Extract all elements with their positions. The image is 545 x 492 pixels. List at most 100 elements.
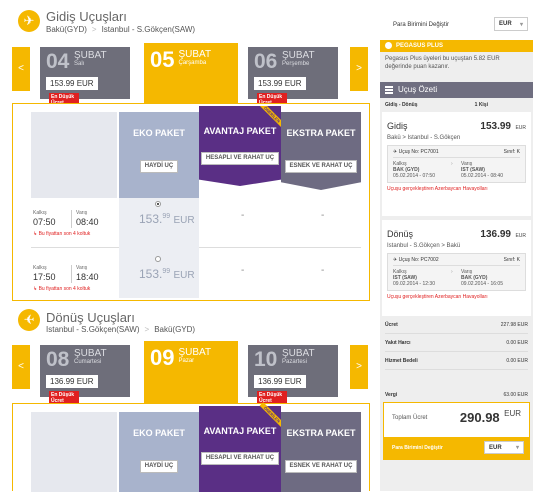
- departure-time: 07:50: [33, 217, 56, 227]
- prev-date-button[interactable]: <: [12, 345, 30, 389]
- route-from: Istanbul - S.Gökçen(SAW): [46, 325, 140, 334]
- plane-departure-icon: ✈: [18, 10, 40, 32]
- outbound-title: Gidiş Uçuşları: [46, 9, 127, 24]
- chevron-down-icon: ▾: [519, 21, 523, 28]
- date-day: 05: [150, 47, 175, 72]
- date-price: 136.99 EUR: [254, 375, 306, 388]
- chevron-down-icon: ▾: [515, 445, 519, 451]
- arrow-right-icon: ›: [451, 269, 453, 275]
- ekstra-package-header: EKSTRA PAKET ESNEK VE RAHAT UÇ: [281, 112, 361, 190]
- date-weekday: Çarşamba: [178, 60, 207, 66]
- leg-price: 153.99: [480, 121, 511, 132]
- summary-route-row: Gidiş - Dönüş 1 Kişi: [380, 98, 533, 112]
- date-card-next[interactable]: 10 ŞUBAT Pazartesi 136.99 EUR En Düşük Ücre…: [248, 345, 338, 405]
- flight-row[interactable]: Kalkış 07:50 Varış 08:40 ↳ Bu fiyattan s…: [31, 198, 361, 248]
- flight-number: Uçuş No: PC7001: [398, 149, 439, 155]
- currency-value: EUR: [499, 21, 512, 27]
- route-from: Bakü(GYD): [46, 25, 87, 34]
- price-line-value: 63.00 EUR: [503, 392, 528, 398]
- price-int: 153.: [139, 212, 163, 226]
- fare-header-blank: [31, 412, 117, 492]
- package-name: EKSTRA PAKET: [286, 428, 356, 438]
- eko-price: 153.99 EUR: [139, 212, 195, 226]
- departure-time: 05.02.2014 - 07:50: [393, 173, 435, 179]
- avantaj-package-header: AVANTAJ PAKET HESAPLI VE RAHAT UÇ ÖNERİL…: [199, 402, 285, 492]
- arrival-code: BAK (GYD): [461, 275, 488, 281]
- leg-label: Gidiş: [387, 121, 408, 131]
- eko-package-header: EKO PAKET HAYDİ UÇ: [119, 412, 199, 492]
- route-arrow-icon: >: [144, 325, 150, 334]
- leg-currency: EUR: [515, 125, 526, 131]
- date-card-selected[interactable]: 05 ŞUBAT Çarşamba: [144, 43, 238, 105]
- avantaj-package-header: AVANTAJ PAKET HESAPLI VE RAHAT UÇ ÖNERİL…: [199, 106, 281, 186]
- price-dec: 99: [162, 213, 171, 220]
- price-dec: 99: [162, 268, 171, 275]
- leg-route: Istanbul - S.Gökçen > Bakü: [387, 243, 461, 249]
- route-to: Istanbul - S.Gökçen(SAW): [101, 25, 196, 34]
- recommended-ribbon: ÖNERİLEN: [259, 106, 281, 127]
- ekstra-price: -: [321, 210, 325, 221]
- outbound-route: Bakü(GYD) > Istanbul - S.Gökçen(SAW): [46, 25, 195, 34]
- ekstra-price: -: [321, 265, 325, 276]
- leg-route: Bakü > Istanbul - S.Gökçen: [387, 135, 461, 141]
- lowest-fare-badge: En Düşük Ücret: [49, 390, 79, 405]
- fare-class: Sınıf: K: [503, 257, 520, 263]
- price-cur: EUR: [173, 270, 195, 281]
- date-month: ŞUBAT: [178, 347, 212, 358]
- leg-price: 136.99: [480, 229, 511, 240]
- price-line-label: Ücret: [385, 322, 398, 328]
- next-date-button[interactable]: >: [350, 345, 368, 389]
- departure-label: Kalkış: [393, 161, 407, 167]
- seat-warning-text: Bu fiyattan son 4 koltuk: [38, 286, 91, 292]
- date-day: 09: [150, 345, 175, 370]
- seat-warning: ↳ Bu fiyattan son 4 koltuk: [33, 231, 90, 237]
- price-line-value: 0.00 EUR: [506, 358, 528, 364]
- date-card-selected[interactable]: 09 ŞUBAT Pazar: [144, 341, 238, 403]
- outbound-fares-panel: EKO PAKET HAYDİ UÇ AVANTAJ PAKET HESAPLI…: [12, 103, 370, 301]
- flight-number: Uçuş No: PC7002: [398, 257, 439, 263]
- package-name: EKO PAKET: [133, 128, 185, 138]
- fare-radio[interactable]: [155, 256, 161, 262]
- fare-radio-selected[interactable]: [155, 201, 161, 207]
- currency-value: EUR: [489, 444, 502, 451]
- divider: [71, 210, 72, 228]
- departure-time: 17:50: [33, 272, 56, 282]
- package-tag: ESNEK VE RAHAT UÇ: [284, 160, 358, 173]
- departure-time: 09.02.2014 - 12:30: [393, 281, 435, 287]
- route-to: Bakü(GYD): [154, 325, 196, 334]
- flight-row[interactable]: Kalkış 17:50 Varış 18:40 ↳ Bu fiyattan s…: [31, 248, 361, 298]
- price-breakdown: Ücret 227.98 EUR Yakıt Harcı 0.00 EUR Hizm…: [380, 316, 533, 402]
- package-tag: ESNEK VE RAHAT UÇ: [284, 460, 358, 473]
- next-date-button[interactable]: >: [350, 47, 368, 91]
- leg-currency: EUR: [515, 233, 526, 239]
- arrival-label: Varış: [76, 265, 88, 271]
- price-line-value: 227.98 EUR: [500, 322, 528, 328]
- avantaj-price: -: [241, 265, 245, 276]
- departure-code: IST (SAW): [393, 275, 417, 281]
- date-day: 06: [254, 50, 278, 73]
- prev-date-button[interactable]: <: [12, 47, 30, 91]
- route-type: Gidiş - Dönüş: [385, 102, 418, 108]
- arrival-code: IST (SAW): [461, 167, 485, 173]
- date-month: ŞUBAT: [282, 348, 315, 359]
- summary-sidebar: PEGASUS PLUS Pegasus Plus üyeleri bu uçu…: [380, 40, 533, 491]
- date-month: ŞUBAT: [178, 49, 212, 60]
- currency-select-bottom[interactable]: EUR ▾: [484, 441, 524, 454]
- arrow-icon: ↳: [33, 286, 39, 292]
- inbound-fares-panel: EKO PAKET HAYDİ UÇ AVANTAJ PAKET HESAPLI…: [12, 402, 370, 492]
- summary-title: Uçuş Özeti: [398, 85, 438, 94]
- package-name: AVANTAJ PAKET: [203, 126, 277, 136]
- seat-warning-text: Bu fiyattan son 4 koltuk: [38, 231, 91, 237]
- price-line-label: Vergi: [385, 392, 398, 398]
- gidis-summary: Gidiş 153.99 EUR Bakü > Istanbul - S.Gök…: [382, 112, 531, 216]
- arrival-label: Varış: [461, 161, 473, 167]
- currency-select-top[interactable]: EUR ▾: [494, 17, 528, 31]
- inbound-route: Istanbul - S.Gökçen(SAW) > Bakü(GYD): [46, 325, 195, 334]
- arrival-time: 09.02.2014 - 16:05: [461, 281, 503, 287]
- date-card-prev[interactable]: 08 ŞUBAT Cumartesi 136.99 EUR En Düşük Ücre…: [40, 345, 130, 405]
- date-day: 04: [46, 50, 70, 73]
- price-line-label: Yakıt Harcı: [385, 340, 411, 346]
- date-month: ŞUBAT: [74, 50, 107, 61]
